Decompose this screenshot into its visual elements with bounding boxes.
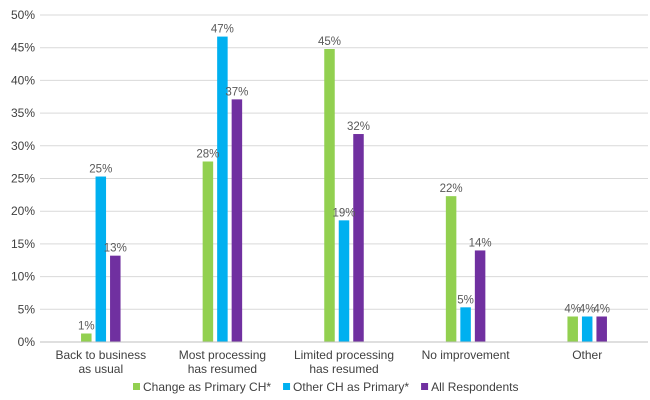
data-label: 4% [564,303,581,315]
legend-label: Change as Primary CH* [143,380,271,394]
bar [231,99,243,342]
bar [202,161,214,342]
bars [81,36,607,343]
y-tick-label: 15% [11,237,35,251]
y-tick-label: 5% [18,302,36,316]
bar [474,250,486,342]
data-label: 4% [593,303,610,315]
y-tick-label: 0% [18,335,36,349]
bar [353,134,364,342]
data-label: 1% [78,320,95,332]
gridlines [40,14,648,310]
data-label: 5% [457,294,474,306]
y-tick-label: 30% [11,139,35,153]
data-label: 4% [579,303,596,315]
data-label: 13% [104,243,127,255]
category-label: No improvement [422,348,511,362]
data-label: 47% [211,24,234,36]
legend-label: Other CH as Primary* [293,380,409,394]
data-label: 22% [440,183,463,195]
category-label: Other [572,348,602,362]
data-label: 28% [196,148,219,160]
y-axis-tick-labels: 0% 5% 10% 15% 20% 25% 30% 35% 40% 45% 50% [11,8,35,349]
bar [338,220,350,342]
legend: Change as Primary CH* Other CH as Primary… [133,380,518,394]
category-label: Limited processing has resumed [294,348,394,376]
x-axis-category-labels: Back to business as usual Most processing h… [55,348,602,376]
bar [460,307,471,342]
legend-swatch [283,383,291,390]
bar [581,316,593,342]
data-label: 25% [89,164,112,176]
y-tick-label: 40% [11,73,35,87]
legend-label: All Respondents [431,380,518,394]
bar [110,255,121,342]
data-labels: 1%25%13%28%47%37%45%19%32%22%5%14%4%4%4% [78,24,610,333]
y-tick-label: 35% [11,106,35,120]
bar [596,316,607,342]
y-tick-label: 10% [11,270,35,284]
bar [324,49,335,343]
bar [81,333,92,342]
bar [95,176,107,342]
category-label: Most processing has resumed [179,348,266,376]
y-tick-label: 50% [11,8,35,22]
data-label: 45% [318,36,341,48]
data-label: 32% [347,121,370,133]
category-label: Back to business as usual [55,348,146,376]
bar [445,196,457,342]
y-tick-label: 20% [11,204,35,218]
data-label: 37% [225,86,248,98]
legend-swatch [133,383,140,390]
y-tick-label: 45% [11,41,35,55]
legend-swatch [421,383,429,390]
bar [567,316,578,342]
data-label: 14% [469,237,492,249]
bar [217,36,228,342]
data-label: 19% [332,207,355,219]
y-tick-label: 25% [11,172,35,186]
